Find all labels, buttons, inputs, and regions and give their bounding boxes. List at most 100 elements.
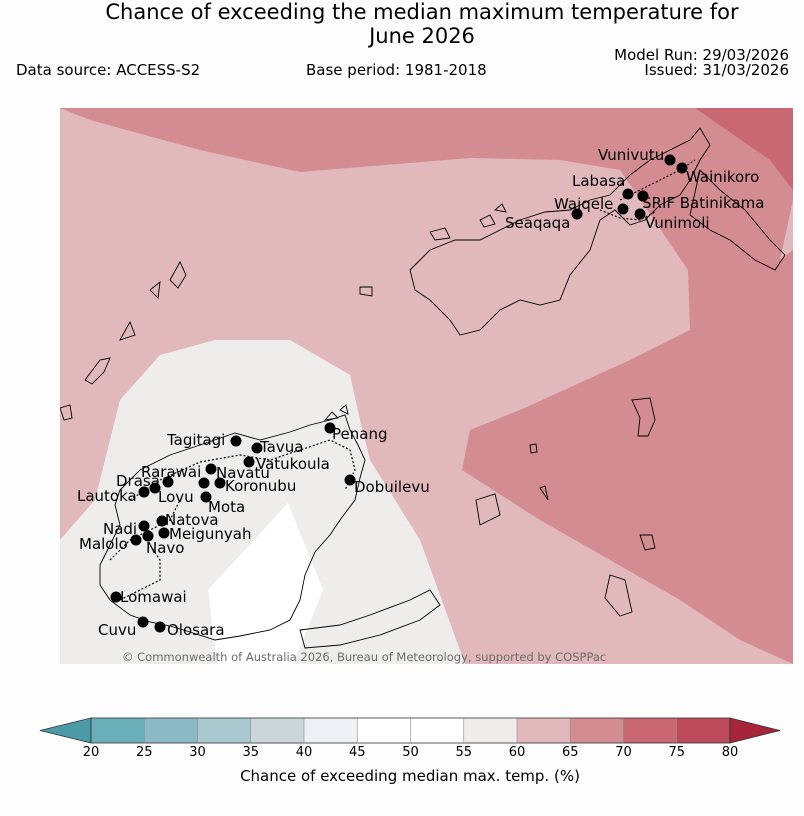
site-cuvu: Cuvu <box>98 616 149 639</box>
colorbar-swatch <box>517 718 571 743</box>
site-malolo: Malolo <box>79 534 142 553</box>
site-label: Tavua <box>259 438 303 456</box>
site-vunivutu: Vunivutu <box>598 146 676 166</box>
site-label: Lovu <box>158 488 194 506</box>
site-label: Navo <box>146 539 184 557</box>
colorbar-tick-label: 30 <box>189 745 206 760</box>
colorbar-swatch <box>357 718 411 743</box>
site-nadi: Nadi <box>103 520 150 538</box>
colorbar-swatch <box>676 718 731 743</box>
colorbar-swatch <box>570 718 624 743</box>
model-run: Model Run: 29/03/2026 <box>614 46 789 64</box>
base-period: Base period: 1981-2018 <box>306 61 487 79</box>
site-label: Waiqele <box>554 195 613 213</box>
site-vunimoli: Vunimoli <box>634 208 710 232</box>
site-label: Lautoka <box>77 487 137 505</box>
site-label: Rarawai <box>141 463 201 481</box>
zone-50-55 <box>208 503 323 664</box>
site-label: Labasa <box>572 172 625 190</box>
map-title-line2: June 2026 <box>369 24 475 48</box>
map-title-line1: Chance of exceeding the median maximum t… <box>105 0 739 24</box>
colorbar-swatch <box>197 718 252 743</box>
site-label: Penang <box>332 425 387 443</box>
site-label: Meigunyah <box>169 525 251 543</box>
colorbar-swatch <box>144 718 198 743</box>
site-label: Dobuilevu <box>354 478 430 496</box>
colorbar-tick-label: 80 <box>721 745 739 760</box>
colorbar-swatch <box>623 718 678 743</box>
colorbar-tick-label: 25 <box>135 745 153 760</box>
colorbar-swatch <box>463 718 518 743</box>
colorbar-swatch <box>250 718 305 743</box>
site-label: Seaqaqa <box>505 214 570 232</box>
site-lautoka: Lautoka <box>77 486 150 505</box>
colorbar <box>39 717 781 744</box>
map-title: Chance of exceeding the median maximum t… <box>0 0 804 48</box>
colorbar-tick-label: 70 <box>615 745 632 760</box>
colorbar-swatch <box>91 718 145 743</box>
site-lomawai: Lomawai <box>110 588 187 606</box>
site-label: Olosara <box>167 621 225 639</box>
colorbar-over-arrow <box>729 717 781 744</box>
coastlines <box>60 127 786 649</box>
site-koronubu: Koronubu <box>214 477 296 495</box>
colorbar-tick-label: 35 <box>242 745 260 760</box>
colorbar-tick-label: 75 <box>668 745 686 760</box>
site-waiqele: Waiqele <box>554 195 629 215</box>
zone-65-70-north <box>60 108 793 330</box>
site-srif-batinikama: SRIF Batinikama <box>637 190 764 212</box>
site-olosara: Olosara <box>154 621 225 639</box>
site-label: Drasa <box>116 472 160 490</box>
colorbar-under-arrow <box>39 717 92 744</box>
site-label: Tagitagi <box>166 431 225 449</box>
colorbar-tick-label: 40 <box>295 745 313 760</box>
site-markers: Vunivutu Wainikoro Labasa SRIF Batinikam… <box>77 146 764 639</box>
colorbar-tick-label: 60 <box>508 745 526 760</box>
colorbar-swatch <box>304 718 358 743</box>
site-label: Natova <box>165 511 219 529</box>
site-seaqaqa: Seaqaqa <box>505 208 583 232</box>
site-tavua: Tavua <box>251 438 303 456</box>
colorbar-label: Chance of exceeding median max. temp. (%… <box>240 767 580 785</box>
site-navo: Navo <box>142 530 184 557</box>
map-area: Vunivutu Wainikoro Labasa SRIF Batinikam… <box>60 108 793 664</box>
colorbar-tick-label: 55 <box>455 745 473 760</box>
site-wainikoro: Wainikoro <box>676 162 759 186</box>
site-label: Mota <box>208 498 245 516</box>
colorbar-tick-label: 45 <box>348 745 366 760</box>
site-dobuilevu: Dobuilevu <box>344 474 430 496</box>
site-label: Malolo <box>79 535 128 553</box>
site-label: Koronubu <box>225 477 296 495</box>
issued-date: Issued: 31/03/2026 <box>644 61 789 79</box>
zone-55-60 <box>60 340 465 664</box>
site-label: Vunimoli <box>645 214 710 232</box>
site-mota: Mota <box>200 491 245 516</box>
colorbar-swatch <box>410 718 465 743</box>
site-vatukoula: Vatukoula <box>243 455 330 473</box>
site-penang: Penang <box>324 422 387 443</box>
site-labasa: Labasa <box>572 172 634 200</box>
site-label: Vatukoula <box>256 455 330 473</box>
site-label: Cuvu <box>98 621 136 639</box>
site-label: Nadi <box>103 520 137 538</box>
data-source: Data source: ACCESS-S2 <box>16 61 201 79</box>
colorbar-tick-label: 65 <box>561 745 579 760</box>
site-natova: Natova <box>156 511 219 529</box>
site-lovu: Lovu <box>149 482 194 506</box>
site-tagitagi: Tagitagi <box>166 431 242 449</box>
zone-70-75 <box>695 108 793 190</box>
site-rarawai: Rarawai <box>141 463 217 481</box>
copyright-notice: © Commonwealth of Australia 2026, Bureau… <box>122 650 607 664</box>
site-label: Lomawai <box>120 588 187 606</box>
site-meigunyah: Meigunyah <box>158 525 251 543</box>
zone-65-70-east <box>462 250 793 664</box>
site-label: Navatu <box>216 464 270 482</box>
site-label: Wainikoro <box>686 168 759 186</box>
site-drasa: Drasa <box>116 472 174 490</box>
site-navatu: Navatu <box>198 464 270 489</box>
site-label: SRIF Batinikama <box>642 194 764 212</box>
colorbar-tick-label: 50 <box>402 745 419 760</box>
site-label: Vunivutu <box>598 146 664 164</box>
colorbar-tick-label: 20 <box>82 745 100 760</box>
